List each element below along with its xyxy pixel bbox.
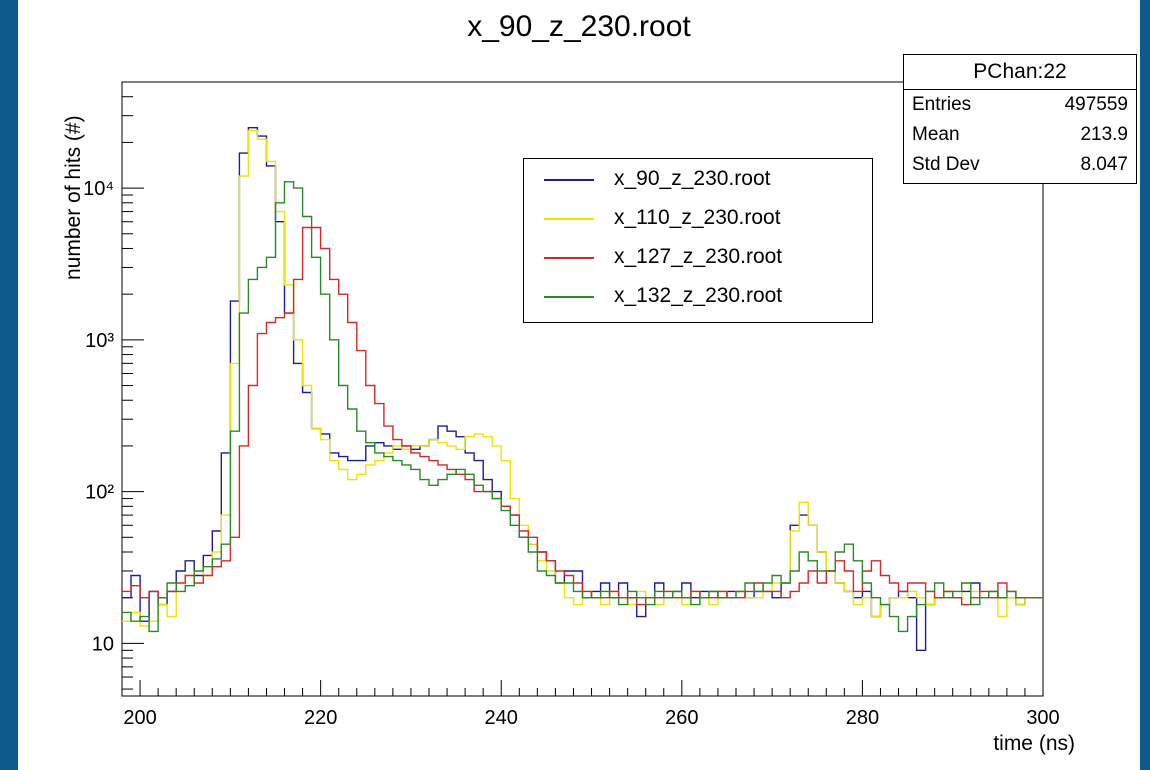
legend-label: x_110_z_230.root [614, 206, 781, 229]
legend-entry: x_110_z_230.root [524, 200, 872, 238]
stats-label: Std Dev [912, 154, 980, 175]
x-tick-label: 260 [665, 707, 698, 729]
legend-entry: x_90_z_230.root [524, 161, 872, 199]
x-tick-label: 300 [1026, 707, 1059, 729]
x-tick-label: 280 [846, 707, 879, 729]
stats-row-entries: Entries 497559 [904, 90, 1136, 120]
y-tick-label: 10⁴ [83, 178, 114, 200]
stats-row-mean: Mean 213.9 [904, 120, 1136, 150]
legend-label: x_90_z_230.root [614, 167, 771, 190]
y-tick-label: 10² [85, 482, 114, 504]
legend-swatch [544, 296, 594, 298]
legend-label: x_127_z_230.root [614, 245, 783, 268]
plot-area: 200 220 240 260 280 300 10 10² 10³ 10⁴ [83, 81, 1060, 729]
stats-box: PChan:22 Entries 497559 Mean 213.9 Std D… [903, 54, 1137, 184]
plot-frame [121, 81, 1044, 697]
legend-swatch [544, 179, 594, 181]
stats-row-std-dev: Std Dev 8.047 [904, 150, 1136, 180]
stats-value: 213.9 [1080, 124, 1128, 145]
y-tick-label: 10³ [85, 330, 114, 352]
y-tick-label: 10 [92, 633, 114, 655]
stats-title: PChan:22 [904, 55, 1136, 90]
stats-label: Entries [912, 94, 972, 115]
legend-swatch [544, 218, 594, 220]
stats-label: Mean [912, 124, 960, 145]
stats-value: 8.047 [1080, 154, 1128, 175]
series-line [122, 226, 1043, 606]
x-tick-label: 240 [485, 707, 518, 729]
series-line [122, 181, 1043, 633]
legend: x_90_z_230.root x_110_z_230.root x_127_z… [523, 158, 873, 323]
y-axis-title: number of hits (#) [62, 115, 85, 280]
legend-swatch [544, 257, 594, 259]
x-tick-label: 220 [304, 707, 337, 729]
x-axis-title: time (ns) [993, 732, 1075, 755]
chart-canvas: 200 220 240 260 280 300 10 10² 10³ 10⁴ x_90_z_230… [18, 0, 1140, 770]
legend-entry: x_132_z_230.root [524, 278, 872, 316]
chart-title: x_90_z_230.root [467, 10, 691, 43]
stats-value: 497559 [1064, 94, 1128, 115]
legend-entry: x_127_z_230.root [524, 239, 872, 277]
legend-label: x_132_z_230.root [614, 284, 783, 307]
x-tick-label: 200 [123, 707, 156, 729]
